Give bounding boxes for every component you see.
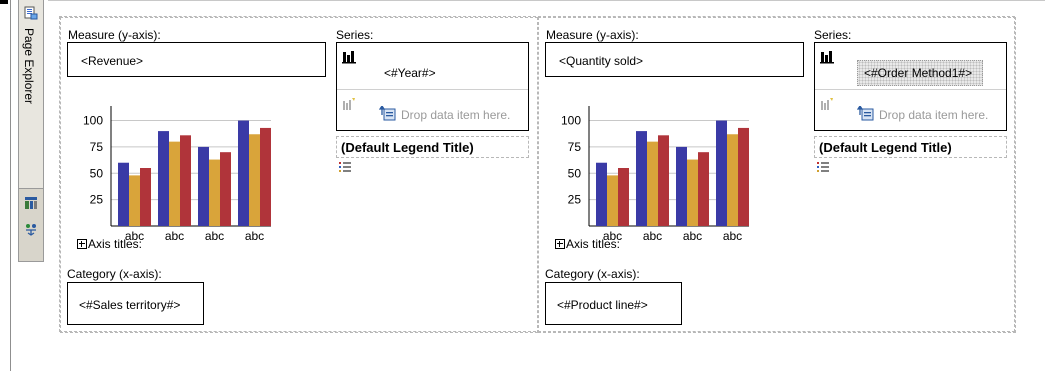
x-tick-label: abc — [603, 229, 622, 243]
series-value[interactable]: <#Order Method1#> — [864, 66, 973, 80]
measure-label: Measure (y-axis): — [546, 28, 639, 42]
series-selection-highlight — [857, 60, 983, 86]
series-item-icon — [820, 51, 834, 64]
x-tick-label: abc — [683, 229, 702, 243]
page-explorer-tab[interactable]: Page Explorer — [19, 0, 43, 189]
expand-icon[interactable] — [77, 239, 87, 249]
window-corner — [0, 0, 8, 4]
bar — [618, 168, 629, 226]
series-value[interactable]: <#Year#> — [384, 66, 436, 80]
drop-hint: Drop data item here. — [401, 108, 511, 122]
y-tick-label: 100 — [83, 114, 103, 128]
x-tick-label: abc — [165, 229, 184, 243]
bar — [727, 134, 738, 226]
series-divider — [337, 89, 528, 90]
bar — [658, 135, 669, 226]
measure-value: <Quantity sold> — [559, 54, 644, 68]
legend-title[interactable]: (Default Legend Title) — [814, 136, 1007, 158]
chart-preview[interactable]: 25 50 75 100 abc abc abc abc — [545, 102, 755, 244]
legend-icon[interactable] — [338, 161, 352, 174]
legend-icon[interactable] — [816, 161, 830, 174]
bar — [636, 131, 647, 226]
empty-series-icon — [821, 98, 833, 110]
bar — [698, 152, 709, 226]
bar — [158, 131, 169, 226]
drop-target-icon — [379, 106, 396, 121]
y-tick-label: 50 — [90, 166, 104, 180]
bar — [676, 146, 687, 226]
chart-preview[interactable]: 25 50 75 100 abc abc abc abc — [67, 102, 277, 244]
x-tick-label: abc — [643, 229, 662, 243]
pane-edge — [10, 0, 11, 371]
measure-label: Measure (y-axis): — [68, 28, 161, 42]
bar — [180, 135, 191, 226]
toolbox-icon[interactable] — [24, 196, 38, 210]
y-tick-label: 100 — [561, 114, 581, 128]
bar — [738, 127, 749, 226]
y-tick-label: 50 — [568, 166, 582, 180]
measure-value: <Revenue> — [81, 54, 144, 68]
report-canvas: Measure (y-axis): <Revenue> Series: <#Ye… — [59, 16, 1016, 333]
side-pane: Page Explorer — [0, 0, 48, 371]
series-dropzone[interactable]: <#Order Method1#> Drop data item here. — [814, 42, 1007, 131]
bar — [129, 175, 140, 226]
series-dropzone[interactable]: <#Year#> Drop data item here. — [336, 42, 529, 131]
bar — [220, 152, 231, 226]
top-border — [48, 0, 1045, 1]
page-explorer-label[interactable]: Page Explorer — [22, 28, 36, 105]
x-tick-label: abc — [245, 229, 264, 243]
data-items-icon[interactable] — [24, 222, 38, 236]
category-dropzone[interactable]: <#Product line#> — [545, 282, 682, 325]
side-tabs: Page Explorer — [18, 0, 44, 262]
axis-titles-label: Axis titles: — [88, 237, 143, 251]
series-label: Series: — [814, 28, 852, 42]
series-label: Series: — [336, 28, 374, 42]
axis-titles-toggle[interactable]: Axis titles: — [77, 237, 142, 251]
page-explorer-icon — [24, 6, 38, 20]
bar — [607, 175, 618, 226]
bar — [238, 120, 249, 226]
measure-dropzone[interactable]: <Quantity sold> — [545, 42, 804, 77]
category-label: Category (x-axis): — [545, 267, 640, 281]
bar — [596, 162, 607, 226]
series-item-icon — [342, 51, 356, 64]
x-tick-label: abc — [205, 229, 224, 243]
chart-panel-1[interactable]: Measure (y-axis): <Revenue> Series: <#Ye… — [60, 17, 538, 333]
chart-panel-2[interactable]: Measure (y-axis): <Quantity sold> Series… — [538, 17, 1016, 333]
empty-series-icon — [343, 98, 355, 110]
bar — [118, 162, 129, 226]
legend-title[interactable]: (Default Legend Title) — [336, 136, 529, 158]
category-value: <#Sales territory#> — [79, 298, 181, 312]
x-tick-label: abc — [723, 229, 742, 243]
bar — [647, 141, 658, 226]
drop-hint: Drop data item here. — [879, 108, 989, 122]
axis-titles-toggle[interactable]: Axis titles: — [555, 237, 620, 251]
y-tick-label: 25 — [90, 193, 104, 207]
bar — [169, 141, 180, 226]
drop-target-icon — [857, 106, 874, 121]
bar — [198, 146, 209, 226]
y-tick-label: 75 — [568, 140, 582, 154]
bar — [209, 159, 220, 226]
bar — [249, 134, 260, 226]
category-dropzone[interactable]: <#Sales territory#> — [67, 282, 204, 325]
y-tick-label: 25 — [568, 193, 582, 207]
axis-titles-label: Axis titles: — [566, 237, 621, 251]
bar — [140, 168, 151, 226]
y-tick-label: 75 — [90, 140, 104, 154]
category-label: Category (x-axis): — [67, 267, 162, 281]
series-divider — [815, 89, 1006, 90]
category-value: <#Product line#> — [557, 298, 648, 312]
measure-dropzone[interactable]: <Revenue> — [67, 42, 326, 77]
bar — [716, 120, 727, 226]
expand-icon[interactable] — [555, 239, 565, 249]
x-tick-label: abc — [125, 229, 144, 243]
bar — [260, 127, 271, 226]
bar — [687, 159, 698, 226]
